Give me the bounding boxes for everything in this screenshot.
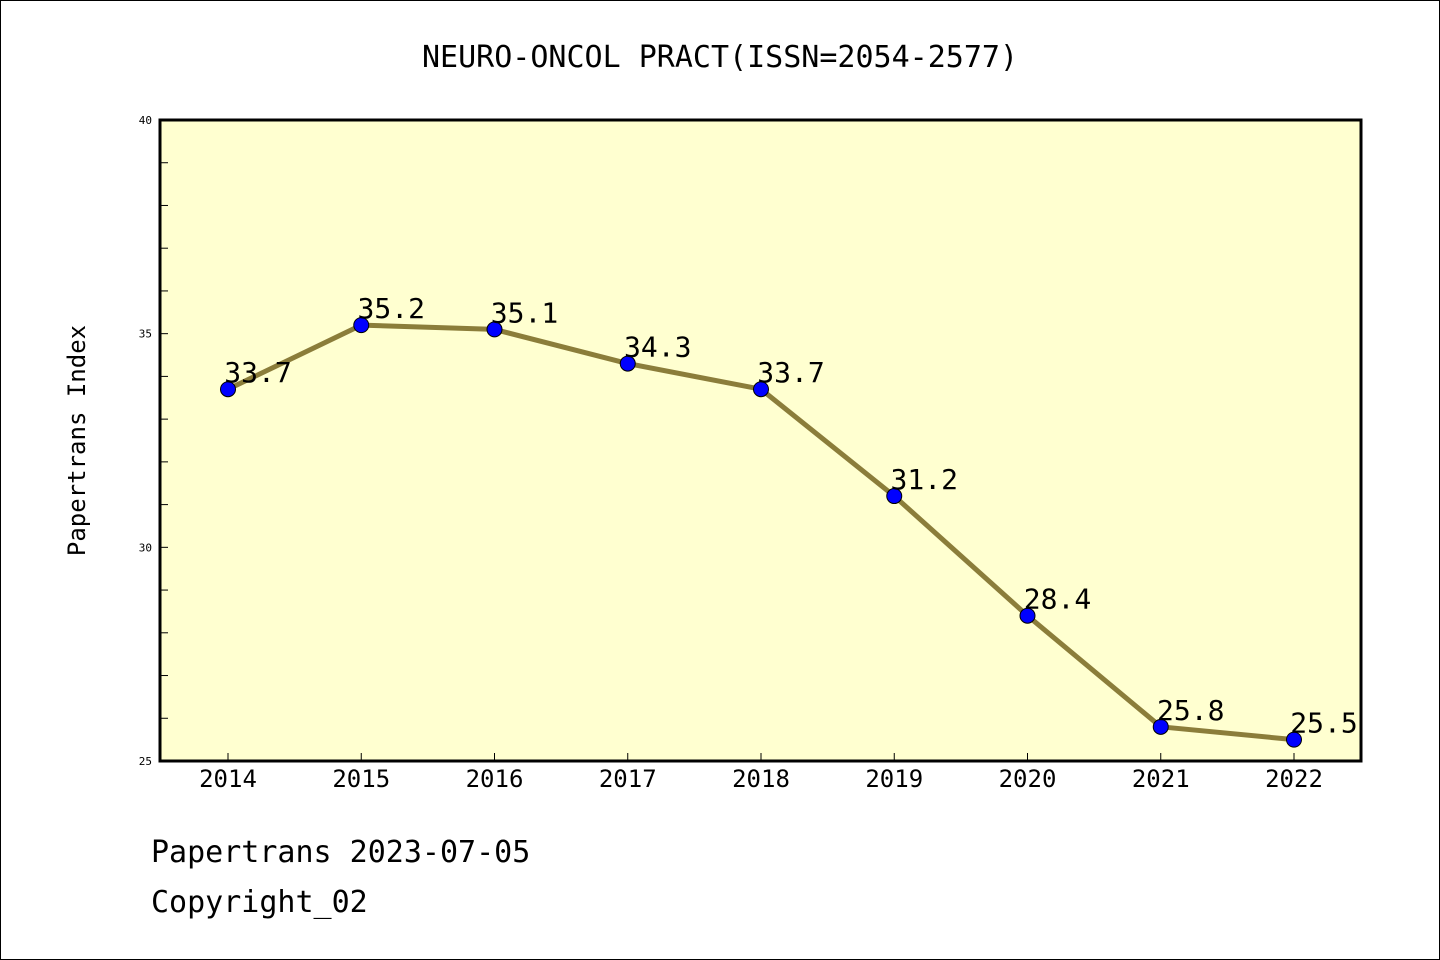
- data-point: [619, 355, 636, 372]
- data-point: [753, 381, 769, 398]
- x-tick-label: 2022: [1265, 765, 1323, 793]
- data-label: 33.7: [224, 356, 291, 389]
- y-tick-label: 25: [139, 755, 152, 768]
- data-point: [353, 317, 370, 334]
- y-tick-label: 35: [139, 328, 152, 341]
- x-tick-label: 2019: [865, 765, 923, 793]
- y-tick-label: 40: [139, 114, 152, 127]
- x-tick-label: 2017: [599, 765, 657, 793]
- x-tick-label: 2015: [332, 765, 390, 793]
- data-label: 25.8: [1157, 694, 1224, 727]
- data-label: 31.2: [891, 463, 958, 496]
- data-label: 28.4: [1024, 583, 1091, 616]
- x-tick-label: 2018: [732, 765, 790, 793]
- chart-title: NEURO-ONCOL PRACT(ISSN=2054-2577): [422, 40, 1018, 75]
- data-label: 33.7: [757, 356, 824, 389]
- y-tick-label: 30: [139, 541, 152, 554]
- data-label: 35.2: [358, 292, 425, 325]
- data-point: [486, 321, 503, 338]
- x-tick-label: 2021: [1132, 765, 1190, 793]
- y-axis-label: Papertrans Index: [63, 325, 91, 556]
- plot-area: [160, 120, 1361, 761]
- footer-date: Papertrans 2023-07-05: [151, 835, 531, 870]
- x-tick-label: 2014: [199, 765, 257, 793]
- footer-copyright: Copyright_02: [151, 885, 368, 920]
- data-point: [886, 488, 903, 505]
- plot-border: [158, 118, 1363, 763]
- x-tick-label: 2020: [999, 765, 1057, 793]
- data-point: [1286, 731, 1302, 748]
- data-label: 34.3: [624, 331, 691, 364]
- x-tick-label: 2016: [466, 765, 524, 793]
- data-label: 35.1: [491, 296, 558, 329]
- data-point: [1019, 607, 1036, 624]
- data-label: 25.5: [1290, 707, 1357, 740]
- data-point: [220, 381, 236, 398]
- data-point: [1152, 718, 1169, 735]
